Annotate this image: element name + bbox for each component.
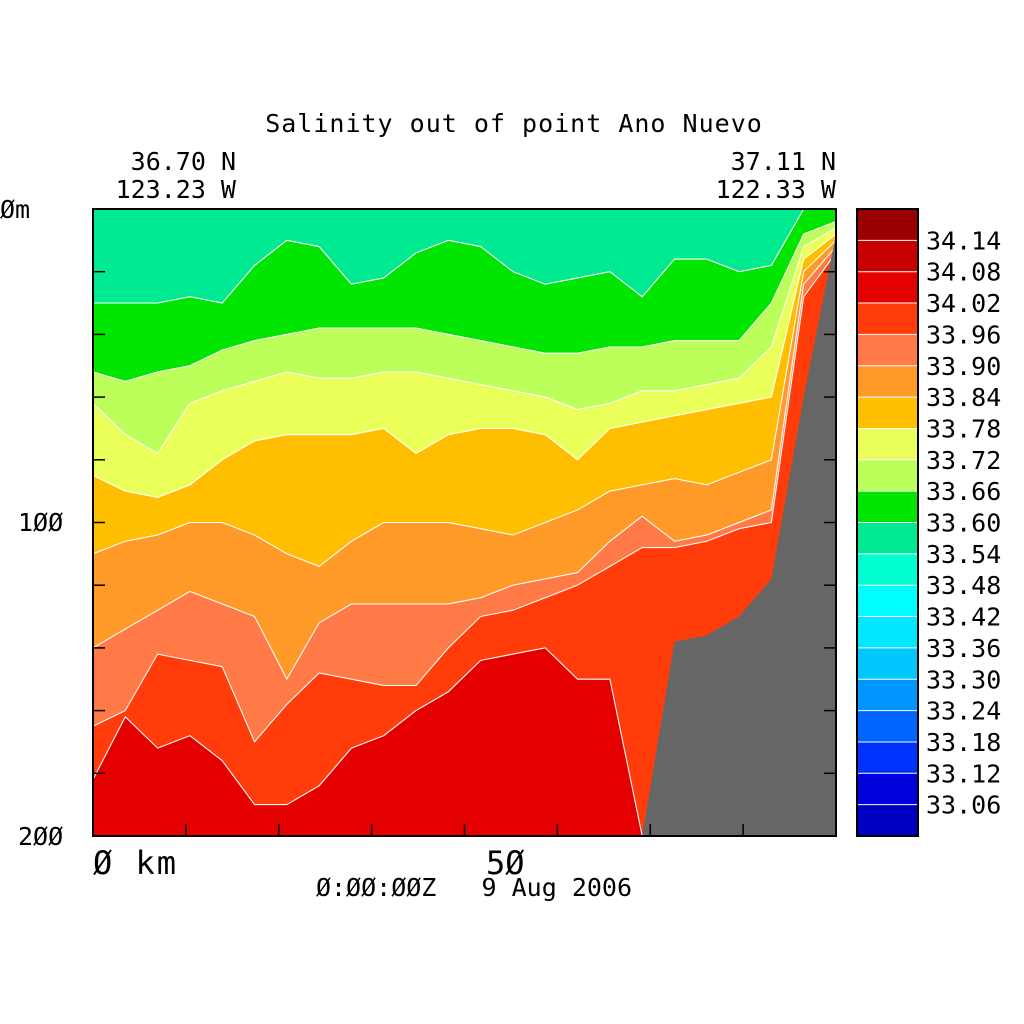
colorbar-swatch-19 [857,804,918,837]
y-tick-label-0: Øm [0,195,30,224]
colorbar-swatch-3 [857,303,918,335]
colorbar [857,209,918,837]
colorbar-label-33.36: 33.36 [926,634,1001,663]
colorbar-swatch-7 [857,428,918,461]
colorbar-swatch-10 [857,522,918,555]
colorbar-swatch-0 [857,209,918,241]
colorbar-swatch-16 [857,710,918,743]
colorbar-label-33.72: 33.72 [926,446,1001,475]
colorbar-swatch-6 [857,397,918,429]
colorbar-label-33.06: 33.06 [926,791,1001,820]
colorbar-label-33.96: 33.96 [926,320,1001,349]
colorbar-swatch-13 [857,616,918,649]
y-tick-label-200: 2ØØ [18,822,63,851]
colorbar-swatch-2 [857,271,918,304]
start-longitude: 123.23 W [116,175,237,204]
salinity-contour-fill [92,208,837,837]
x-tick-label-0: Ø km [93,844,178,882]
chart-title: Salinity out of point Ano Nuevo [265,109,763,138]
colorbar-label-33.54: 33.54 [926,540,1001,569]
colorbar-swatch-17 [857,741,918,774]
end-latitude: 37.11 N [731,147,836,176]
y-tick-label-100: 1ØØ [18,508,63,537]
colorbar-swatch-8 [857,459,918,492]
colorbar-label-33.60: 33.60 [926,509,1001,538]
colorbar-label-33.78: 33.78 [926,414,1001,443]
bathymetry-mask [93,234,836,836]
colorbar-label-33.42: 33.42 [926,603,1001,632]
colorbar-frame [856,208,919,837]
axis-ticks [92,208,837,837]
colorbar-label-34.02: 34.02 [926,289,1001,318]
colorbar-swatch-14 [857,647,918,680]
colorbar-swatch-1 [857,240,918,273]
seafloor [93,234,836,836]
timestamp: Ø:ØØ:ØØZ 9 Aug 2006 [316,873,632,902]
colorbar-label-33.18: 33.18 [926,728,1001,757]
x-tick-label-50: 5Ø [486,844,525,882]
start-latitude: 36.70 N [131,147,236,176]
colorbar-label-33.90: 33.90 [926,352,1001,381]
colorbar-swatch-18 [857,773,918,806]
colorbar-swatch-4 [857,334,918,367]
colorbar-label-33.66: 33.66 [926,477,1001,506]
colorbar-label-33.12: 33.12 [926,759,1001,788]
colorbar-label-33.24: 33.24 [926,697,1001,726]
colorbar-label-33.48: 33.48 [926,571,1001,600]
colorbar-swatch-9 [857,491,918,523]
colorbar-label-34.14: 34.14 [926,226,1001,255]
colorbar-label-34.08: 34.08 [926,258,1001,287]
colorbar-label-33.30: 33.30 [926,665,1001,694]
colorbar-label-33.84: 33.84 [926,383,1001,412]
end-longitude: 122.33 W [716,175,837,204]
colorbar-swatch-5 [857,365,918,398]
colorbar-swatch-12 [857,585,918,618]
colorbar-swatch-11 [857,553,918,586]
colorbar-swatch-15 [857,679,918,712]
